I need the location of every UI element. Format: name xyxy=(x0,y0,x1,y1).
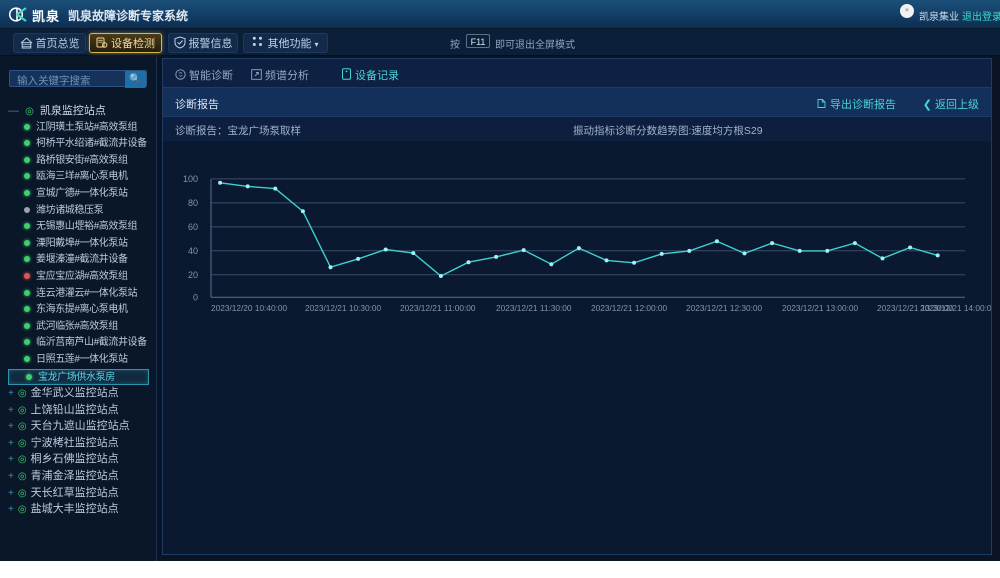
svg-text:0: 0 xyxy=(193,293,198,303)
svg-text:80: 80 xyxy=(188,198,198,208)
svg-text:2023/12/21 14:00:00: 2023/12/21 14:00:00 xyxy=(920,303,991,313)
svg-text:2023/12/21 11:30:00: 2023/12/21 11:30:00 xyxy=(496,303,572,313)
svg-text:2023/12/21 12:00:00: 2023/12/21 12:00:00 xyxy=(591,303,668,313)
svg-text:40: 40 xyxy=(188,246,198,256)
svg-text:60: 60 xyxy=(188,222,198,232)
svg-text:20: 20 xyxy=(188,270,198,280)
svg-text:2023/12/21 13:00:00: 2023/12/21 13:00:00 xyxy=(782,303,859,313)
svg-text:2023/12/21 10:30:00: 2023/12/21 10:30:00 xyxy=(305,303,382,313)
svg-text:2023/12/21 11:00:00: 2023/12/21 11:00:00 xyxy=(400,303,476,313)
svg-text:100: 100 xyxy=(183,174,198,184)
svg-text:2023/12/21 12:30:00: 2023/12/21 12:30:00 xyxy=(686,303,763,313)
svg-text:2023/12/20 10:40:00: 2023/12/20 10:40:00 xyxy=(211,303,288,313)
